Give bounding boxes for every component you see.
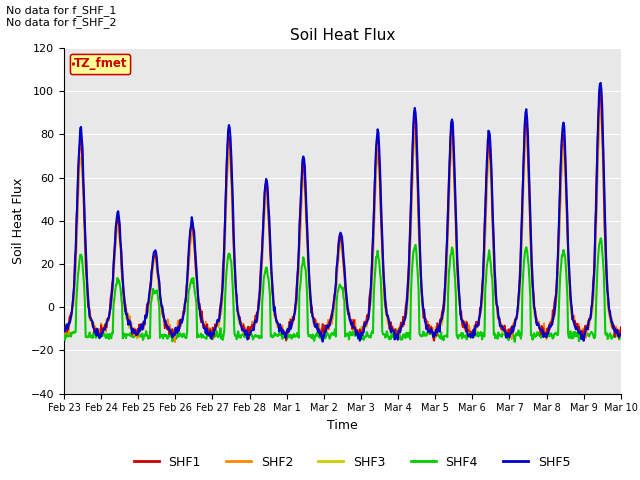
Legend: TZ_fmet: TZ_fmet [70,54,131,74]
Title: Soil Heat Flux: Soil Heat Flux [290,28,395,43]
Y-axis label: Soil Heat Flux: Soil Heat Flux [12,178,25,264]
X-axis label: Time: Time [327,419,358,432]
Legend: SHF1, SHF2, SHF3, SHF4, SHF5: SHF1, SHF2, SHF3, SHF4, SHF5 [129,451,575,474]
Text: No data for f_SHF_1
No data for f_SHF_2: No data for f_SHF_1 No data for f_SHF_2 [6,5,117,28]
